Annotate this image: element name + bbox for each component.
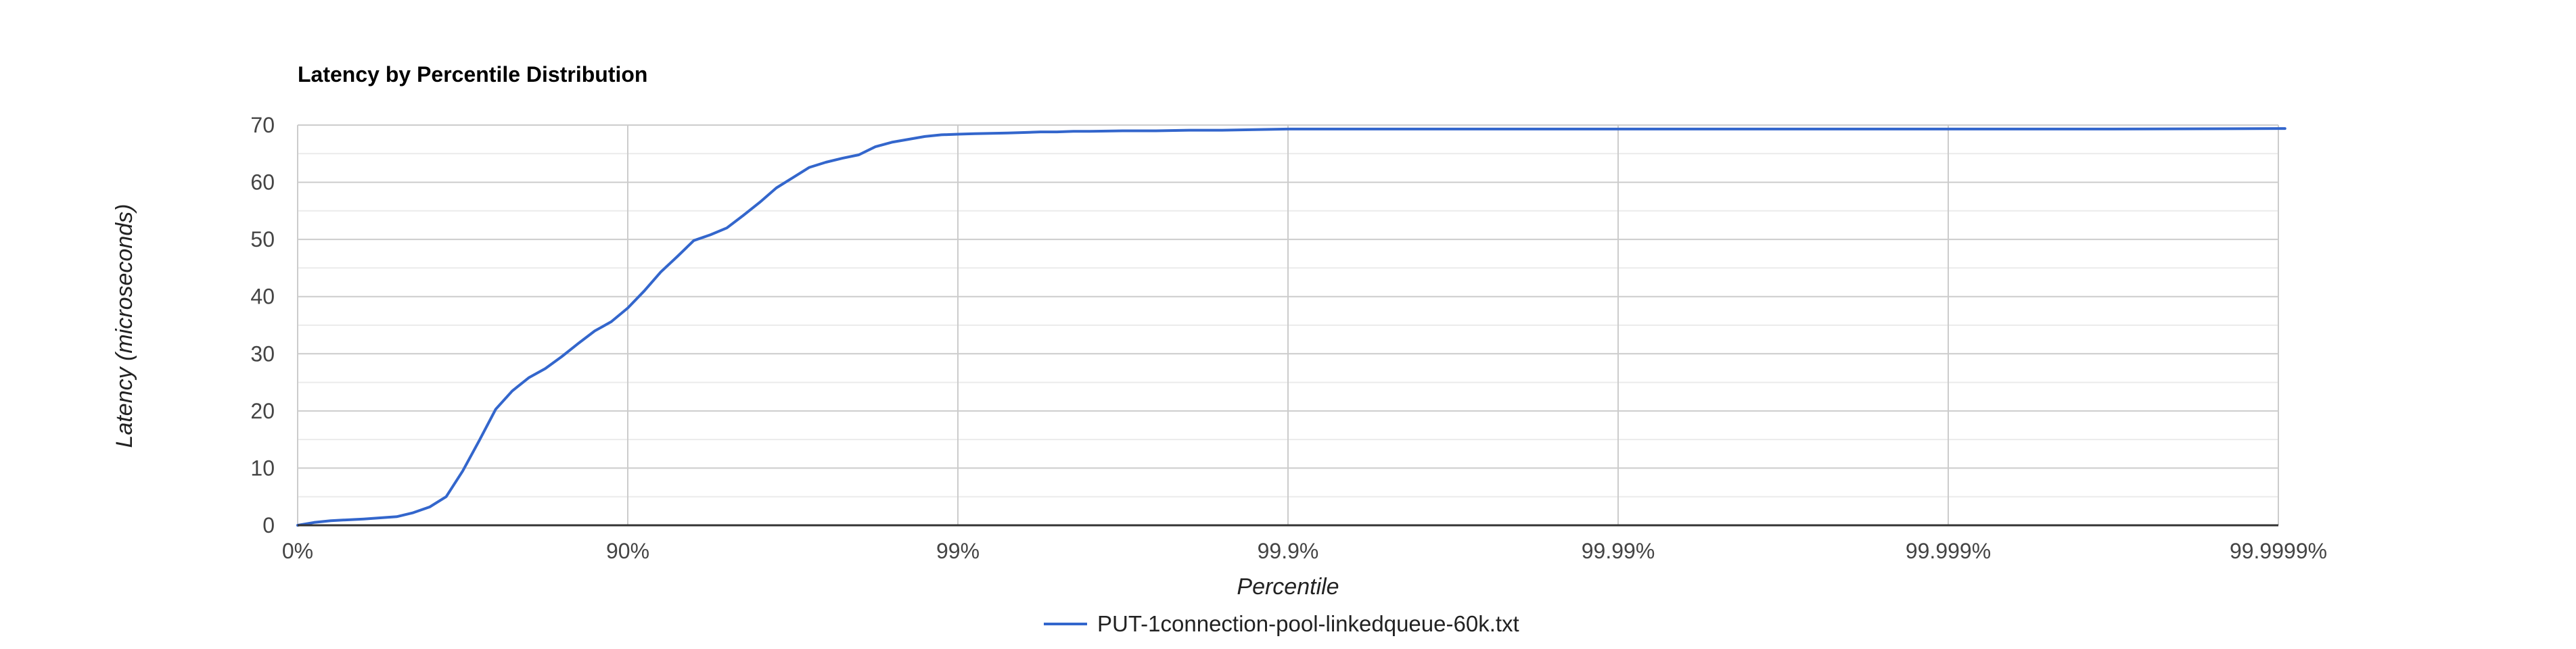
legend-label: PUT-1connection-pool-linkedqueue-60k.txt [1097,611,1519,636]
series-line [296,127,2286,527]
grid [297,124,2279,525]
y-axis-ticks: 0 10 20 30 40 50 60 70 [250,113,275,537]
x-tick-label: 99.99% [1582,539,1655,563]
y-tick-label: 30 [250,341,275,366]
x-tick-label: 99.999% [1906,539,1991,563]
x-axis-title: Percentile [1237,574,1339,600]
y-tick-label: 10 [250,456,275,480]
y-tick-label: 40 [250,285,275,309]
y-tick-label: 50 [250,227,275,251]
y-tick-label: 0 [262,513,275,537]
y-axis-title: Latency (microseconds) [112,204,137,448]
x-tick-label: 90% [606,539,649,563]
x-axis-ticks: 0% 90% 99% 99.9% 99.99% 99.999% 99.9999% [282,539,2327,563]
legend: PUT-1connection-pool-linkedqueue-60k.txt [1044,611,1519,636]
y-tick-label: 60 [250,170,275,195]
x-tick-label: 0% [282,539,313,563]
y-tick-label: 20 [250,399,275,423]
x-tick-label: 99.9999% [2230,539,2327,563]
x-tick-label: 99.9% [1258,539,1319,563]
y-tick-label: 70 [250,113,275,137]
chart-title: Latency by Percentile Distribution [298,62,647,87]
series-layer [296,127,2286,527]
x-tick-label: 99% [936,539,980,563]
